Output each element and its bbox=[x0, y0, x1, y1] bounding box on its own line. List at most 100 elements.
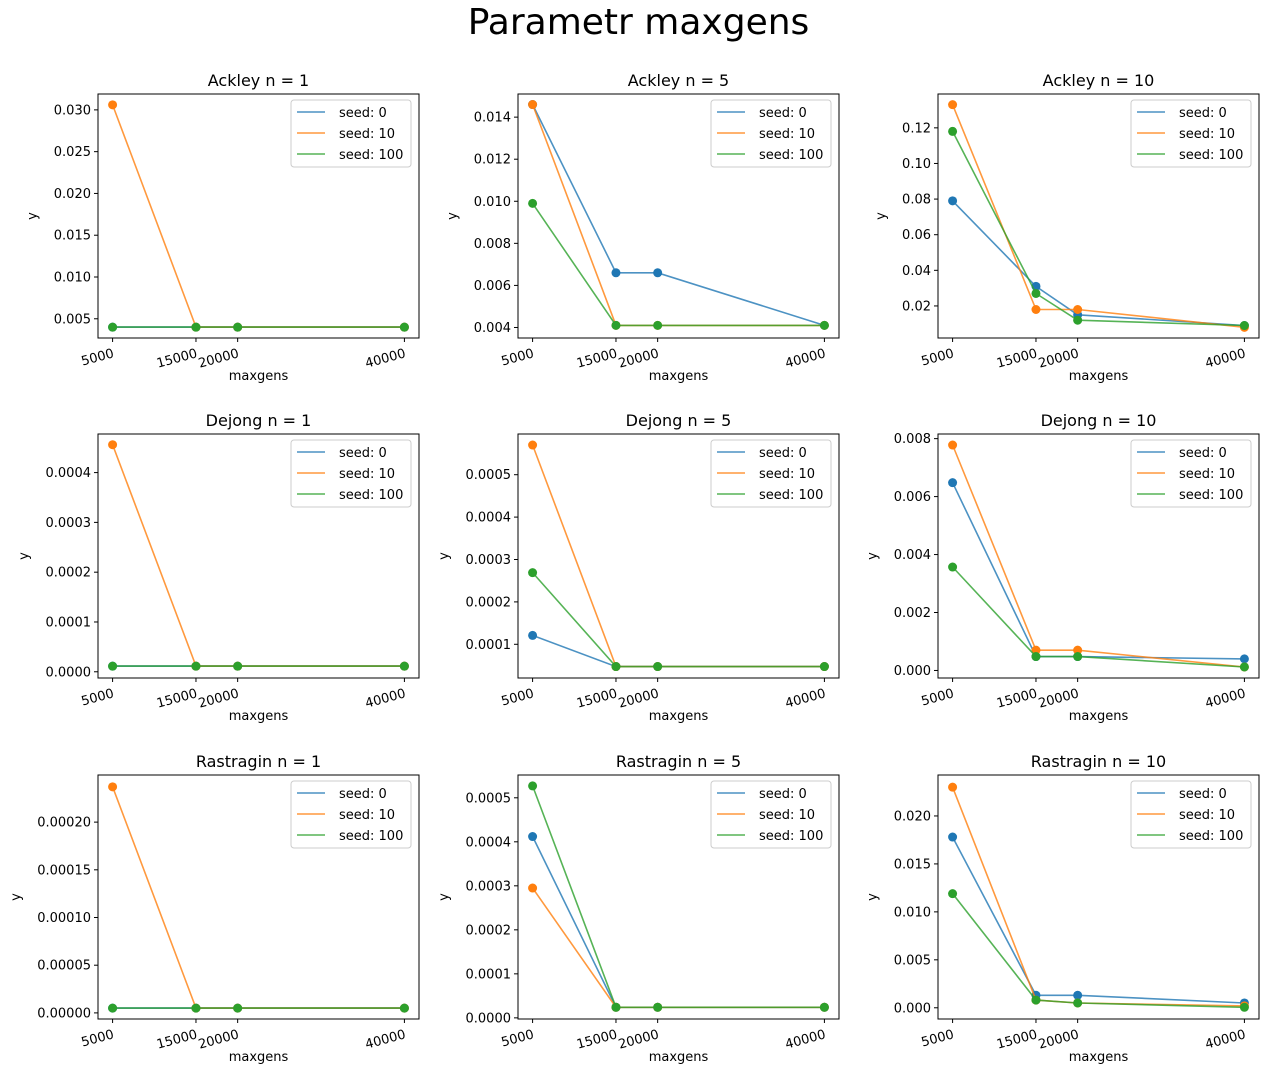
series-line-2 bbox=[952, 566, 1245, 668]
legend-label: seed: 100 bbox=[339, 148, 403, 163]
data-point bbox=[1073, 990, 1083, 1000]
y-axis-label: y bbox=[866, 552, 881, 560]
x-tick-label: 20000 bbox=[197, 686, 241, 711]
axes-frame bbox=[517, 774, 840, 1020]
y-tick-label: 0.00020 bbox=[37, 816, 91, 831]
x-tick-label: 40000 bbox=[364, 346, 408, 371]
series-line-2 bbox=[532, 572, 825, 668]
data-point bbox=[948, 782, 958, 792]
y-axis-label: y bbox=[874, 212, 889, 220]
legend-label: seed: 100 bbox=[339, 488, 403, 503]
axes-frame bbox=[97, 774, 420, 1020]
axes-frame bbox=[97, 93, 420, 339]
data-point bbox=[191, 1003, 201, 1013]
subplot-title: Dejong n = 10 bbox=[1041, 411, 1157, 430]
data-point bbox=[1073, 998, 1083, 1008]
data-point bbox=[1073, 645, 1083, 655]
legend-label: seed: 100 bbox=[759, 829, 823, 844]
legend-label: seed: 0 bbox=[759, 446, 807, 461]
series-line-2 bbox=[531, 202, 825, 327]
data-point bbox=[1073, 315, 1083, 325]
data-point bbox=[1239, 1002, 1249, 1012]
legend-label: seed: 100 bbox=[1179, 148, 1243, 163]
series-line-0 bbox=[532, 634, 825, 668]
y-tick-label: 0.002 bbox=[894, 606, 931, 621]
subplot-6: Dejong n = 10 0.000 0.002 0.004 0.006 0.008 50… bbox=[866, 411, 1260, 724]
legend-label: seed: 100 bbox=[1179, 488, 1243, 503]
x-tick-label: 15000 bbox=[575, 346, 619, 371]
data-point bbox=[948, 478, 958, 488]
legend-label: seed: 10 bbox=[1179, 467, 1235, 482]
data-point bbox=[948, 196, 958, 206]
y-tick-label: 0.008 bbox=[894, 432, 931, 447]
series-line-2 bbox=[531, 785, 825, 1009]
x-tick-label: 5000 bbox=[920, 686, 956, 709]
y-tick-label: 0.008 bbox=[474, 237, 511, 252]
y-tick-label: 0.0002 bbox=[466, 923, 512, 938]
legend-label: seed: 100 bbox=[339, 829, 403, 844]
data-point bbox=[233, 1003, 243, 1013]
x-tick-label: 40000 bbox=[364, 1027, 408, 1052]
data-point bbox=[528, 440, 538, 450]
data-point bbox=[948, 126, 958, 136]
y-tick-label: 0.0005 bbox=[466, 468, 512, 483]
figure-title: Parametr maxgens bbox=[467, 2, 810, 43]
legend-label: seed: 10 bbox=[759, 808, 815, 823]
legend bbox=[710, 439, 832, 508]
x-tick-label: 5000 bbox=[80, 346, 116, 369]
x-tick-label: 20000 bbox=[617, 346, 661, 371]
y-tick-label: 0.015 bbox=[894, 857, 931, 872]
y-tick-label: 0.00005 bbox=[37, 959, 91, 974]
y-tick-label: 0.04 bbox=[902, 264, 931, 279]
x-axis-label: maxgens bbox=[229, 1050, 289, 1065]
x-axis-label: maxgens bbox=[649, 709, 709, 724]
data-point bbox=[653, 268, 663, 278]
x-tick-label: 20000 bbox=[197, 1027, 241, 1052]
y-tick-label: 0.12 bbox=[902, 121, 931, 136]
x-tick-label: 15000 bbox=[155, 1027, 199, 1052]
y-tick-label: 0.0004 bbox=[466, 511, 512, 526]
series-line-0 bbox=[951, 482, 1245, 660]
legend-label: seed: 0 bbox=[1179, 446, 1227, 461]
data-point bbox=[108, 440, 118, 450]
x-axis-label: maxgens bbox=[229, 369, 289, 384]
x-tick-label: 15000 bbox=[155, 686, 199, 711]
data-point bbox=[653, 1002, 663, 1012]
y-tick-label: 0.0001 bbox=[466, 638, 512, 653]
y-tick-label: 0.02 bbox=[902, 299, 931, 314]
legend-label: seed: 0 bbox=[759, 106, 807, 121]
legend-label: seed: 100 bbox=[1179, 829, 1243, 844]
series-line-0 bbox=[531, 836, 825, 1009]
x-axis-label: maxgens bbox=[1069, 709, 1129, 724]
series-line-1 bbox=[531, 887, 825, 1009]
subplot-title: Ackley n = 1 bbox=[208, 71, 309, 90]
data-point bbox=[108, 1003, 118, 1013]
data-point bbox=[948, 440, 958, 450]
y-tick-label: 0.0005 bbox=[466, 791, 512, 806]
y-tick-label: 0.00010 bbox=[37, 911, 91, 926]
x-tick-label: 15000 bbox=[995, 346, 1039, 371]
y-tick-label: 0.00015 bbox=[37, 863, 91, 878]
series-line-1 bbox=[951, 444, 1245, 668]
data-point bbox=[1031, 645, 1041, 655]
data-point bbox=[1073, 652, 1083, 662]
data-point bbox=[653, 320, 663, 330]
data-point bbox=[653, 662, 663, 672]
legend-label: seed: 0 bbox=[1179, 106, 1227, 121]
y-tick-label: 0.005 bbox=[54, 312, 91, 327]
y-tick-label: 0.0000 bbox=[466, 1011, 512, 1026]
y-tick-label: 0.00000 bbox=[37, 1006, 91, 1021]
legend bbox=[710, 99, 832, 168]
subplot-title: Rastragin n = 10 bbox=[1031, 752, 1166, 771]
y-tick-label: 0.010 bbox=[894, 905, 931, 920]
data-point bbox=[528, 100, 538, 110]
x-axis-label: maxgens bbox=[649, 369, 709, 384]
subplot-3: Ackley n = 10 0.02 0.04 0.06 0.08 0.10 0.12 500… bbox=[874, 71, 1260, 384]
x-tick-label: 20000 bbox=[1037, 1027, 1081, 1052]
data-point bbox=[1239, 662, 1249, 672]
subplot-title: Rastragin n = 5 bbox=[616, 752, 741, 771]
subplot-5: Dejong n = 5 0.0001 0.0002 0.0003 0.0004 0.00… bbox=[437, 411, 840, 724]
legend bbox=[1130, 439, 1252, 508]
x-tick-label: 15000 bbox=[995, 686, 1039, 711]
